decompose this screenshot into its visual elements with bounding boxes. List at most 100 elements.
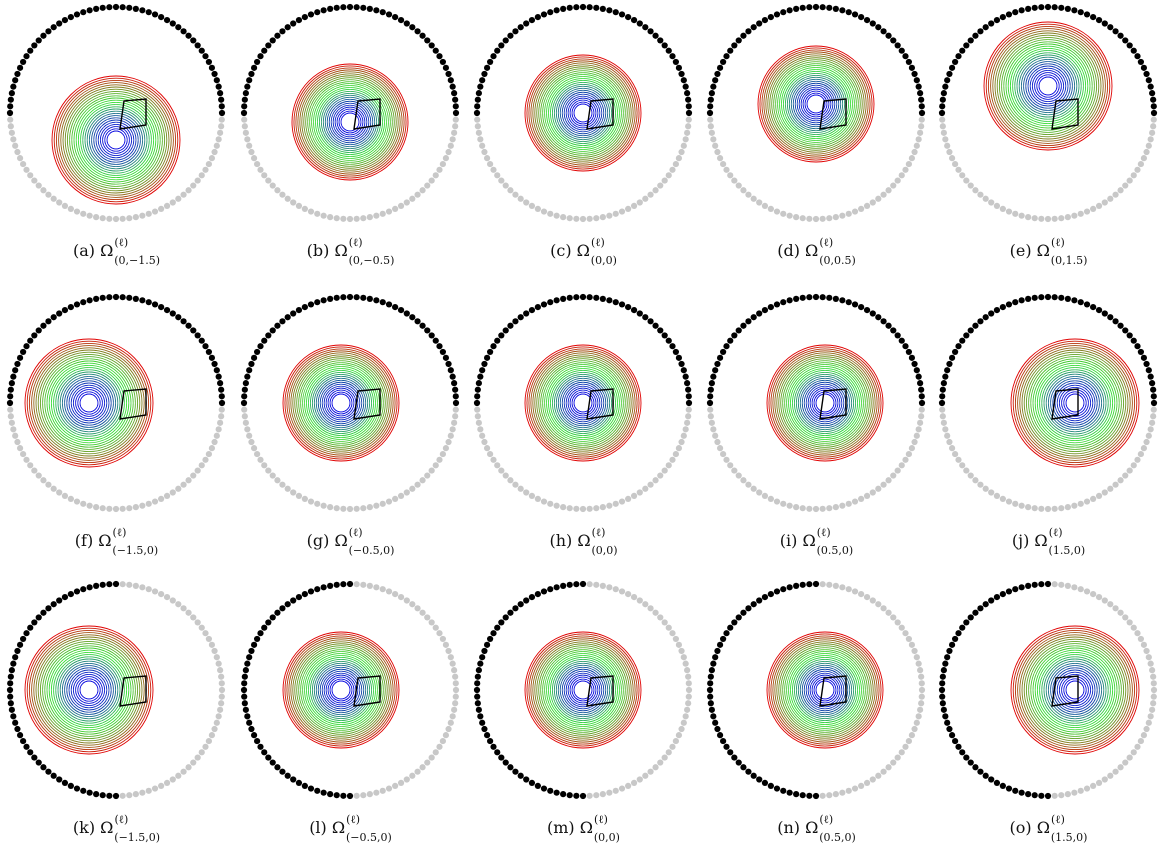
inactive-boundary-dot [678,647,685,655]
inactive-boundary-dot [915,660,922,667]
active-boundary-dot [675,354,683,361]
inactive-boundary-dot [915,426,922,433]
inactive-boundary-dot [678,725,685,733]
level-ring [815,680,835,700]
inactive-boundary-dot [885,609,892,616]
inactive-boundary-dot [1018,502,1025,509]
inactive-boundary-dot [31,177,38,184]
active-boundary-dot [1012,586,1019,593]
inactive-boundary-dot [180,768,187,775]
active-boundary-dot [498,42,505,49]
active-boundary-dot [712,77,719,84]
level-ring [294,356,388,450]
inactive-boundary-dot [767,495,774,503]
inactive-boundary-dot [257,166,264,173]
level-ring [59,373,119,433]
active-boundary-dot [967,614,974,621]
inactive-boundary-dot [885,764,892,771]
active-boundary-dot [967,327,974,334]
level-ring [102,126,130,154]
inactive-boundary-dot [1149,706,1156,713]
inactive-boundary-dot [452,673,459,680]
level-ring [790,368,860,438]
active-boundary-dot [1134,53,1141,60]
inactive-boundary-dot [73,208,81,215]
level-ring [571,391,595,415]
active-boundary-dot [905,58,912,66]
active-boundary-dot [7,393,14,400]
inactive-boundary-dot [1137,450,1144,458]
inactive-boundary-dot [793,214,800,221]
inactive-boundary-dot [819,792,826,799]
level-ring [1003,41,1093,131]
inactive-boundary-dot [918,693,925,700]
active-boundary-dot [1058,294,1065,301]
active-boundary-dot [360,294,367,301]
spoke [347,372,372,397]
level-ring [1036,74,1060,98]
active-boundary-dot [938,686,946,694]
active-boundary-dot [959,624,966,631]
level-ring [548,368,618,438]
quad-marker [119,388,147,420]
inactive-boundary-dot [1112,768,1119,775]
level-ring [1010,625,1140,755]
inactive-boundary-dot [902,743,909,750]
inactive-boundary-dot [586,792,593,799]
level-ring [540,360,626,446]
inactive-boundary-dot [439,160,446,168]
spoke [1083,671,1120,687]
spoke [1056,358,1072,395]
active-boundary-dot [939,103,946,110]
inactive-boundary-dot [1071,789,1078,796]
active-boundary-dot [917,90,924,97]
inactive-boundary-dot [939,123,946,130]
inactive-boundary-dot [528,202,536,209]
inactive-boundary-dot [1143,725,1150,733]
active-boundary-dot [242,706,249,713]
inactive-boundary-dot [1058,792,1065,799]
inactive-boundary-dot [652,477,659,484]
active-boundary-dot [773,785,781,792]
level-ring [765,53,867,155]
active-boundary-dot [685,386,692,393]
spoke [44,671,81,687]
active-boundary-dot [661,332,668,339]
active-boundary-dot [145,9,152,16]
inactive-boundary-dot [445,148,452,156]
inactive-boundary-dot [636,776,643,783]
active-boundary-dot [479,77,486,84]
active-boundary-dot [517,314,524,321]
active-boundary-dot [314,586,321,593]
spoke [1081,655,1110,684]
inactive-boundary-dot [606,212,613,219]
active-boundary-dot [1149,90,1156,97]
inactive-boundary-dot [761,202,769,209]
inactive-boundary-dot [1058,215,1065,222]
active-boundary-dot [27,624,34,631]
level-ring [796,84,836,124]
inactive-boundary-dot [261,172,268,179]
active-boundary-dot [566,294,573,301]
inactive-boundary-dot [175,601,182,608]
active-boundary-dot [806,581,813,588]
inactive-boundary-dot [982,195,989,202]
inactive-boundary-dot [851,785,859,792]
spoke [92,698,108,735]
level-ring [998,36,1098,136]
active-boundary-dot [346,3,354,11]
active-boundary-dot [977,605,984,612]
spoke [566,649,580,682]
active-boundary-dot [547,299,554,306]
active-boundary-dot [723,743,730,750]
level-ring [73,97,159,183]
active-boundary-dot [487,348,494,356]
level-ring [813,678,837,702]
spoke [310,372,335,397]
active-boundary-dot [198,47,205,54]
inactive-boundary-dot [1150,116,1157,123]
caption-label: (o) [1009,818,1032,837]
active-boundary-dot [445,360,452,368]
level-ring [55,79,177,201]
level-ring [530,637,636,743]
